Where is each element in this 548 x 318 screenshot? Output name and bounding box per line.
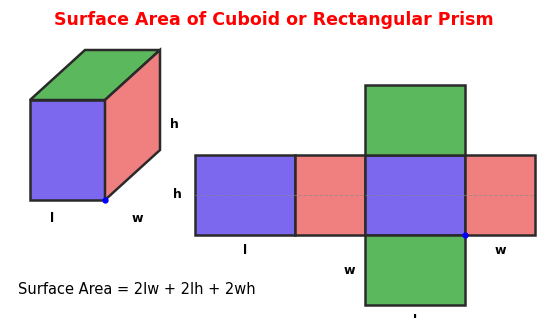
Bar (365, 85, 465, 155)
Bar (365, 235, 465, 305)
Text: w: w (494, 245, 506, 258)
Text: l: l (50, 211, 55, 225)
Polygon shape (30, 50, 160, 100)
Text: Surface Area = 2lw + 2lh + 2wh: Surface Area = 2lw + 2lh + 2wh (18, 282, 255, 298)
Bar (195, 155, 295, 235)
Bar (465, 155, 535, 235)
Text: Surface Area of Cuboid or Rectangular Prism: Surface Area of Cuboid or Rectangular Pr… (54, 11, 494, 29)
Text: h: h (169, 119, 179, 132)
Text: h: h (173, 189, 181, 202)
Text: w: w (343, 264, 355, 276)
Polygon shape (105, 50, 160, 200)
Text: w: w (132, 211, 143, 225)
Bar (295, 155, 365, 235)
Bar (365, 155, 465, 235)
Text: l: l (243, 245, 247, 258)
Polygon shape (30, 100, 105, 200)
Text: l: l (413, 315, 417, 318)
